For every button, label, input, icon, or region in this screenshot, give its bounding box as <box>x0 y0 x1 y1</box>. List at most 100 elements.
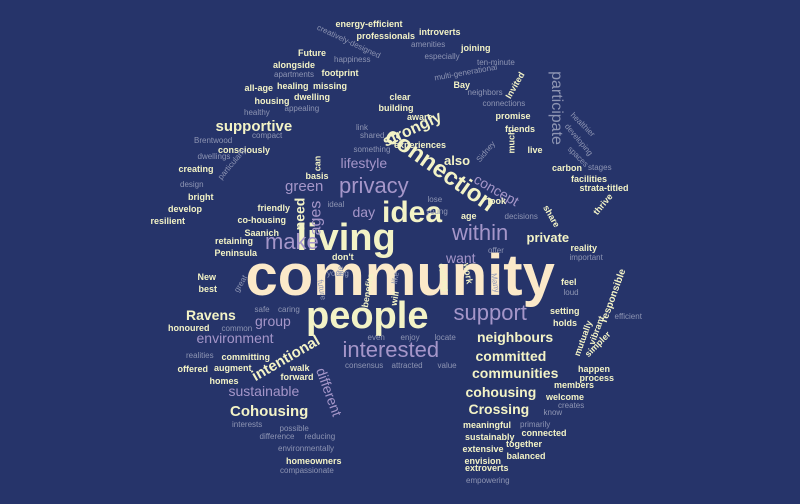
word-can: can <box>312 155 323 171</box>
word-crossing: Crossing <box>468 401 530 417</box>
word-retaining: retaining <box>215 235 254 246</box>
word-setting: setting <box>550 305 580 316</box>
word-loud: loud <box>563 288 579 297</box>
word-common: common <box>221 324 253 333</box>
word-even: even <box>367 333 385 342</box>
word-also: also <box>444 152 471 168</box>
word-link: link <box>356 123 369 132</box>
word-carbon: carbon <box>552 162 583 173</box>
word-idea: idea <box>382 196 443 229</box>
word-forward: forward <box>280 371 314 382</box>
word-value: value <box>437 361 457 370</box>
word-need: need <box>290 197 307 231</box>
word-offer: offer <box>488 246 504 255</box>
word-apartments: apartments <box>274 70 315 79</box>
word-thrive: thrive <box>590 191 615 217</box>
word-housing: housing <box>254 95 290 106</box>
word-decisions: decisions <box>504 212 538 221</box>
word-new: New <box>197 271 217 282</box>
word-attracted: attracted <box>391 361 423 370</box>
word-appealing: appealing <box>284 104 320 113</box>
word-compact: compact <box>252 131 283 140</box>
word-basis: basis <box>305 170 329 181</box>
word-consensus: consensus <box>345 361 384 370</box>
word-extensive: extensive <box>462 443 504 454</box>
word-compassionate: compassionate <box>280 466 334 475</box>
word-extroverts: extroverts <box>465 462 509 473</box>
word-important: important <box>569 253 603 262</box>
word-community: community <box>245 243 555 308</box>
word-cohousing: cohousing <box>465 384 537 400</box>
word-group: group <box>255 313 291 329</box>
word-don-t: don't <box>332 251 354 262</box>
word-ideal: ideal <box>327 200 345 209</box>
word-missing: missing <box>313 80 348 91</box>
word-design: design <box>180 180 204 189</box>
word-connected: connected <box>521 427 567 438</box>
word-young: young <box>426 207 448 216</box>
word-energy-efficient: energy-efficient <box>335 18 403 29</box>
word-private: private <box>526 229 570 245</box>
word-bay: Bay <box>453 79 471 90</box>
word-joining: joining <box>461 42 491 53</box>
word-support: support <box>453 300 527 325</box>
word-brentwood: Brentwood <box>194 136 233 145</box>
word-welcome: welcome <box>546 391 585 402</box>
word-invited: Invited <box>502 69 527 100</box>
word-interests: interests <box>232 420 263 429</box>
word-meaningful: meaningful <box>463 419 512 430</box>
word-introverts: introverts <box>419 26 461 37</box>
word-participate: participate <box>547 71 565 145</box>
word-creates: creates <box>558 401 585 410</box>
word-sustainable: sustainable <box>228 383 300 399</box>
word-realities: realities <box>186 351 214 360</box>
word-clear: clear <box>389 91 411 102</box>
word-connections: connections <box>482 99 526 108</box>
word-together: together <box>506 438 542 449</box>
word-alongside: alongside <box>273 59 316 70</box>
word-future: Future <box>298 47 326 58</box>
word-footprint: footprint <box>321 67 359 78</box>
word-balanced: balanced <box>506 450 546 461</box>
word-sustainably: sustainably <box>465 431 515 442</box>
word-make: make <box>265 229 319 254</box>
word-peninsula: Peninsula <box>214 247 258 258</box>
word-process: process <box>579 372 615 383</box>
word-happiness: happiness <box>334 55 371 64</box>
word-age: age <box>461 210 477 221</box>
word-safe: safe <box>254 305 270 314</box>
word-feel: feel <box>561 276 577 287</box>
word-bright: bright <box>188 191 214 202</box>
word-communities: communities <box>472 365 559 381</box>
word-holds: holds <box>553 317 577 328</box>
word-ravens: Ravens <box>186 307 236 323</box>
word-stages: stages <box>588 163 612 172</box>
word-strata-titled: strata-titled <box>579 182 629 193</box>
word-share: share <box>541 202 562 229</box>
word-happen: happen <box>578 363 611 374</box>
word-environment: environment <box>196 330 274 346</box>
word-walk: walk <box>290 362 310 373</box>
word-cohousing: Cohousing <box>230 402 309 420</box>
word-best: best <box>198 283 218 294</box>
word-aware: aware <box>407 111 433 122</box>
word-building: building <box>378 102 414 113</box>
word-interested: interested <box>342 337 440 362</box>
word-experiences: experiences <box>394 139 447 150</box>
word-life: life <box>336 265 346 277</box>
word-members: members <box>554 379 595 390</box>
word-ages: ages <box>306 200 324 236</box>
word-offered: offered <box>177 363 209 374</box>
word-young: young <box>327 269 349 278</box>
word-locate: locate <box>434 333 456 342</box>
word-caring: caring <box>278 305 300 314</box>
word-healthy: healthy <box>244 108 270 117</box>
word-supportive: supportive <box>215 117 293 135</box>
word-friendly: friendly <box>257 202 291 213</box>
word-especially: especially <box>424 52 460 61</box>
word-dwelling: dwelling <box>294 91 330 102</box>
word-difference: difference <box>259 432 295 441</box>
word-possible: possible <box>279 424 309 433</box>
word-within: within <box>452 220 509 245</box>
